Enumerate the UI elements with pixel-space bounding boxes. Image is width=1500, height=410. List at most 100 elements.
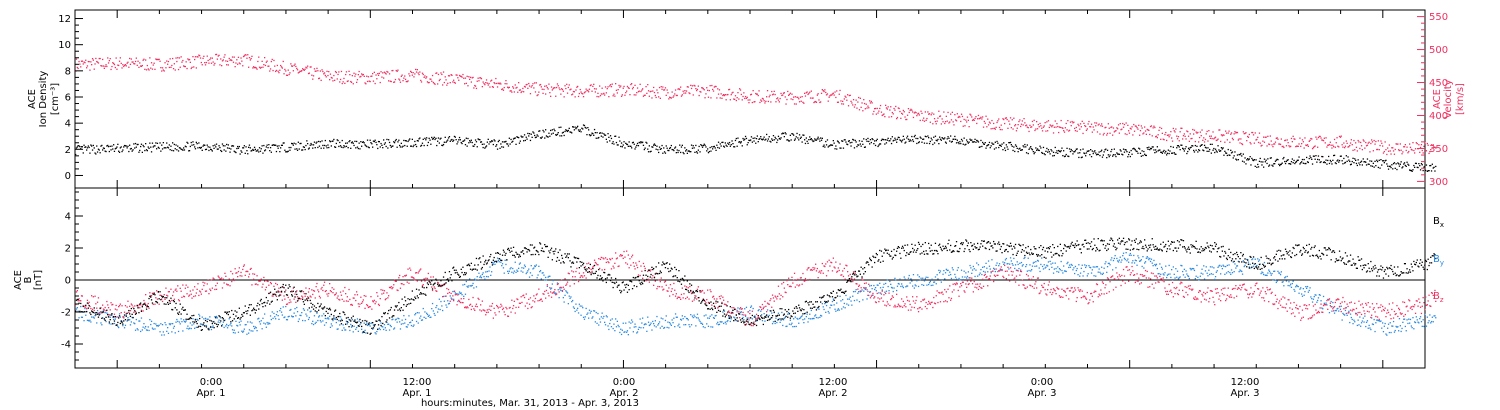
density-points-point <box>149 142 151 144</box>
by-points-point <box>175 321 177 323</box>
velocity-points-point <box>1046 121 1048 123</box>
velocity-points-point <box>1425 150 1428 152</box>
velocity-points-point <box>146 64 148 67</box>
by-points-point <box>781 311 783 314</box>
by-points-point <box>313 315 316 317</box>
by-points-point <box>1140 259 1142 261</box>
density-points-point <box>286 151 289 153</box>
density-points-point <box>143 146 145 148</box>
velocity-points-point <box>1301 139 1304 141</box>
velocity-points-point <box>512 87 515 89</box>
density-points-point <box>857 144 859 146</box>
velocity-points-point <box>201 64 203 66</box>
velocity-points-point <box>356 79 359 81</box>
by-points-point <box>705 314 707 316</box>
by-points-point <box>1379 320 1381 323</box>
velocity-points-point <box>1239 142 1241 144</box>
density-points-point <box>242 147 245 149</box>
velocity-points-point <box>91 64 93 66</box>
velocity-points-point <box>835 96 837 99</box>
by-points-point <box>370 322 372 325</box>
velocity-points-point <box>650 90 652 92</box>
velocity-points-point <box>1049 124 1051 126</box>
velocity-points-point <box>171 64 173 67</box>
velocity-points-point <box>161 67 164 69</box>
bz-points-point <box>104 306 106 309</box>
density-points-point <box>1417 166 1419 169</box>
velocity-points-point <box>278 72 280 74</box>
by-points-point <box>637 328 640 330</box>
density-points-point <box>1284 160 1286 163</box>
velocity-points-point <box>573 91 575 93</box>
by-points-point <box>1061 269 1063 272</box>
velocity-points-point <box>968 126 970 128</box>
density-points-point <box>98 149 100 151</box>
density-points-point <box>1402 166 1404 168</box>
velocity-points-point <box>1040 125 1042 127</box>
density-points-point <box>1103 151 1105 153</box>
velocity-points-point <box>972 118 974 121</box>
velocity-points-point <box>550 86 553 88</box>
velocity-points-point <box>1238 138 1240 140</box>
by-points-point <box>167 327 169 329</box>
by-points-point <box>334 318 337 320</box>
density-points-point <box>1365 164 1368 166</box>
velocity-points-point <box>592 85 594 87</box>
density-points-point <box>368 147 370 149</box>
by-points-point <box>1378 319 1380 322</box>
velocity-points-point <box>253 66 255 68</box>
velocity-points-point <box>709 85 711 87</box>
velocity-points-point <box>507 87 510 89</box>
density-points-point <box>636 142 639 145</box>
by-points-point <box>1153 259 1155 262</box>
density-points-point <box>770 141 772 143</box>
density-points-point <box>231 145 234 147</box>
velocity-points-point <box>118 60 121 62</box>
density-points-point <box>1048 151 1050 153</box>
velocity-points-point <box>960 120 962 123</box>
density-points-point <box>555 134 557 136</box>
density-points-point <box>1313 155 1315 157</box>
by-points-point <box>1177 278 1180 280</box>
by-points-point <box>562 297 564 299</box>
by-points-point <box>483 276 485 278</box>
velocity-points-point <box>701 87 703 89</box>
density-points-point <box>1433 166 1435 168</box>
by-points-point <box>1041 257 1043 259</box>
by-points-point <box>662 318 664 320</box>
velocity-points-point <box>883 113 885 115</box>
velocity-points-point <box>1399 143 1401 145</box>
by-points-point <box>868 294 870 297</box>
velocity-points-point <box>697 85 699 87</box>
by-points-point <box>392 318 394 320</box>
velocity-points-point <box>626 90 628 92</box>
by-points-point <box>620 328 622 330</box>
density-points-point <box>700 144 702 146</box>
velocity-points-point <box>1001 129 1003 131</box>
density-points-point <box>147 146 149 148</box>
velocity-points-point <box>433 82 435 85</box>
velocity-points-point <box>194 58 196 61</box>
by-points-point <box>1263 273 1265 276</box>
by-points-point <box>754 315 756 317</box>
density-points-point <box>277 147 279 149</box>
velocity-points-point <box>625 92 627 94</box>
bz-points-point <box>120 312 122 314</box>
by-points-point <box>1101 266 1103 268</box>
by-points-point <box>1391 325 1393 327</box>
by-points-point <box>649 324 651 326</box>
density-points-point <box>136 143 138 146</box>
velocity-points-point <box>340 70 343 73</box>
density-points-point <box>502 146 505 148</box>
density-points-point <box>1172 146 1174 148</box>
density-points-point <box>254 148 256 150</box>
by-points-point <box>963 270 965 272</box>
by-points-point <box>1360 325 1362 327</box>
density-points-point <box>1393 162 1396 164</box>
density-points-point <box>226 143 228 146</box>
density-points-point <box>679 144 681 146</box>
bz-points-point <box>143 299 145 302</box>
density-points-point <box>422 138 424 140</box>
bz-points-point <box>114 308 116 310</box>
density-points-point <box>195 141 197 143</box>
